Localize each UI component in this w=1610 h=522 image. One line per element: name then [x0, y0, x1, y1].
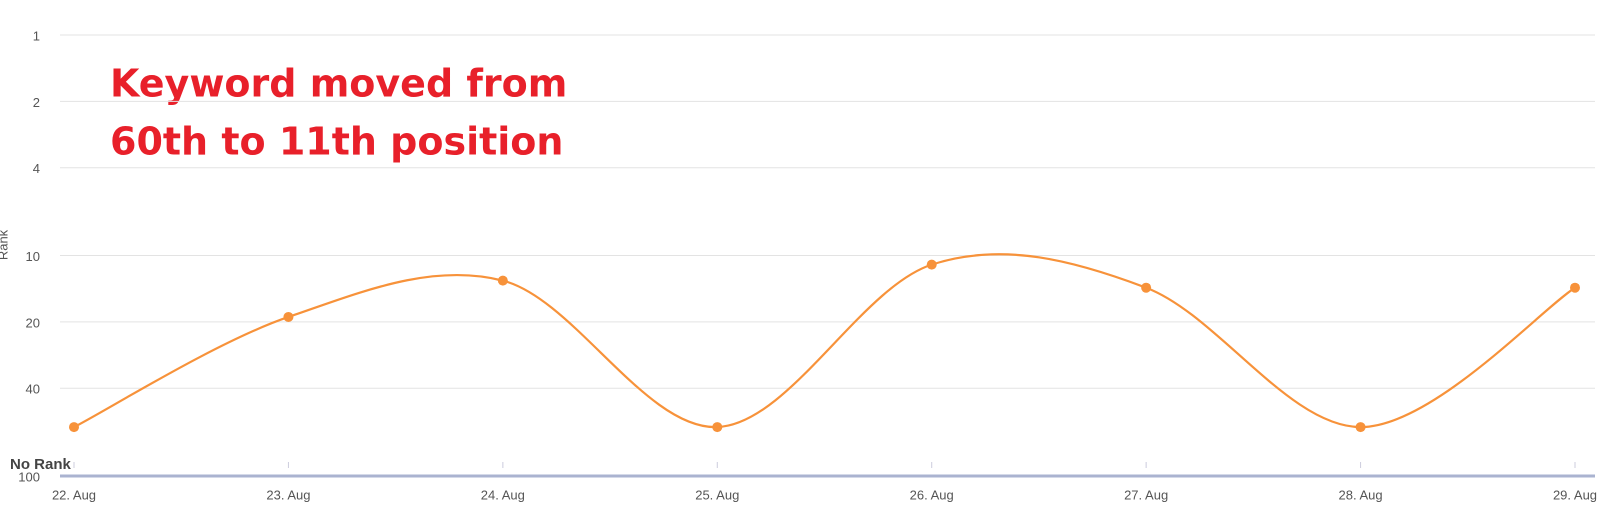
x-tick-label: 29. Aug [1553, 487, 1597, 502]
point [1141, 282, 1152, 293]
point [283, 311, 294, 322]
annotation: Keyword moved from [110, 62, 567, 106]
point [497, 275, 508, 286]
y-tick-label: 10 [26, 249, 40, 264]
y-tick-label: 2 [33, 95, 40, 110]
y-tick-label: 40 [26, 382, 40, 397]
no-rank-label: No Rank [10, 456, 72, 473]
y-axis-title: Rank [0, 229, 10, 260]
point [1570, 282, 1580, 293]
y-tick-label: 100 [18, 469, 40, 484]
x-tick-label: 27. Aug [1124, 487, 1168, 502]
point [69, 422, 79, 433]
x-tick-label: 24. Aug [481, 487, 525, 502]
y-tick-label: 1 [33, 28, 40, 43]
series-line [73, 253, 1576, 429]
annotation: 60th to 11th position [110, 120, 563, 164]
y-tick-label: 4 [33, 161, 40, 176]
y-tick-label: 20 [26, 315, 40, 330]
x-tick-label: 28. Aug [1339, 487, 1383, 502]
x-tick-label: 26. Aug [910, 487, 954, 502]
x-tick-label: 23. Aug [266, 487, 310, 502]
x-tick-label: 22. Aug [52, 487, 96, 502]
point [1355, 422, 1366, 433]
point [712, 422, 723, 433]
x-tick-label: 25. Aug [695, 487, 739, 502]
point [926, 259, 937, 270]
